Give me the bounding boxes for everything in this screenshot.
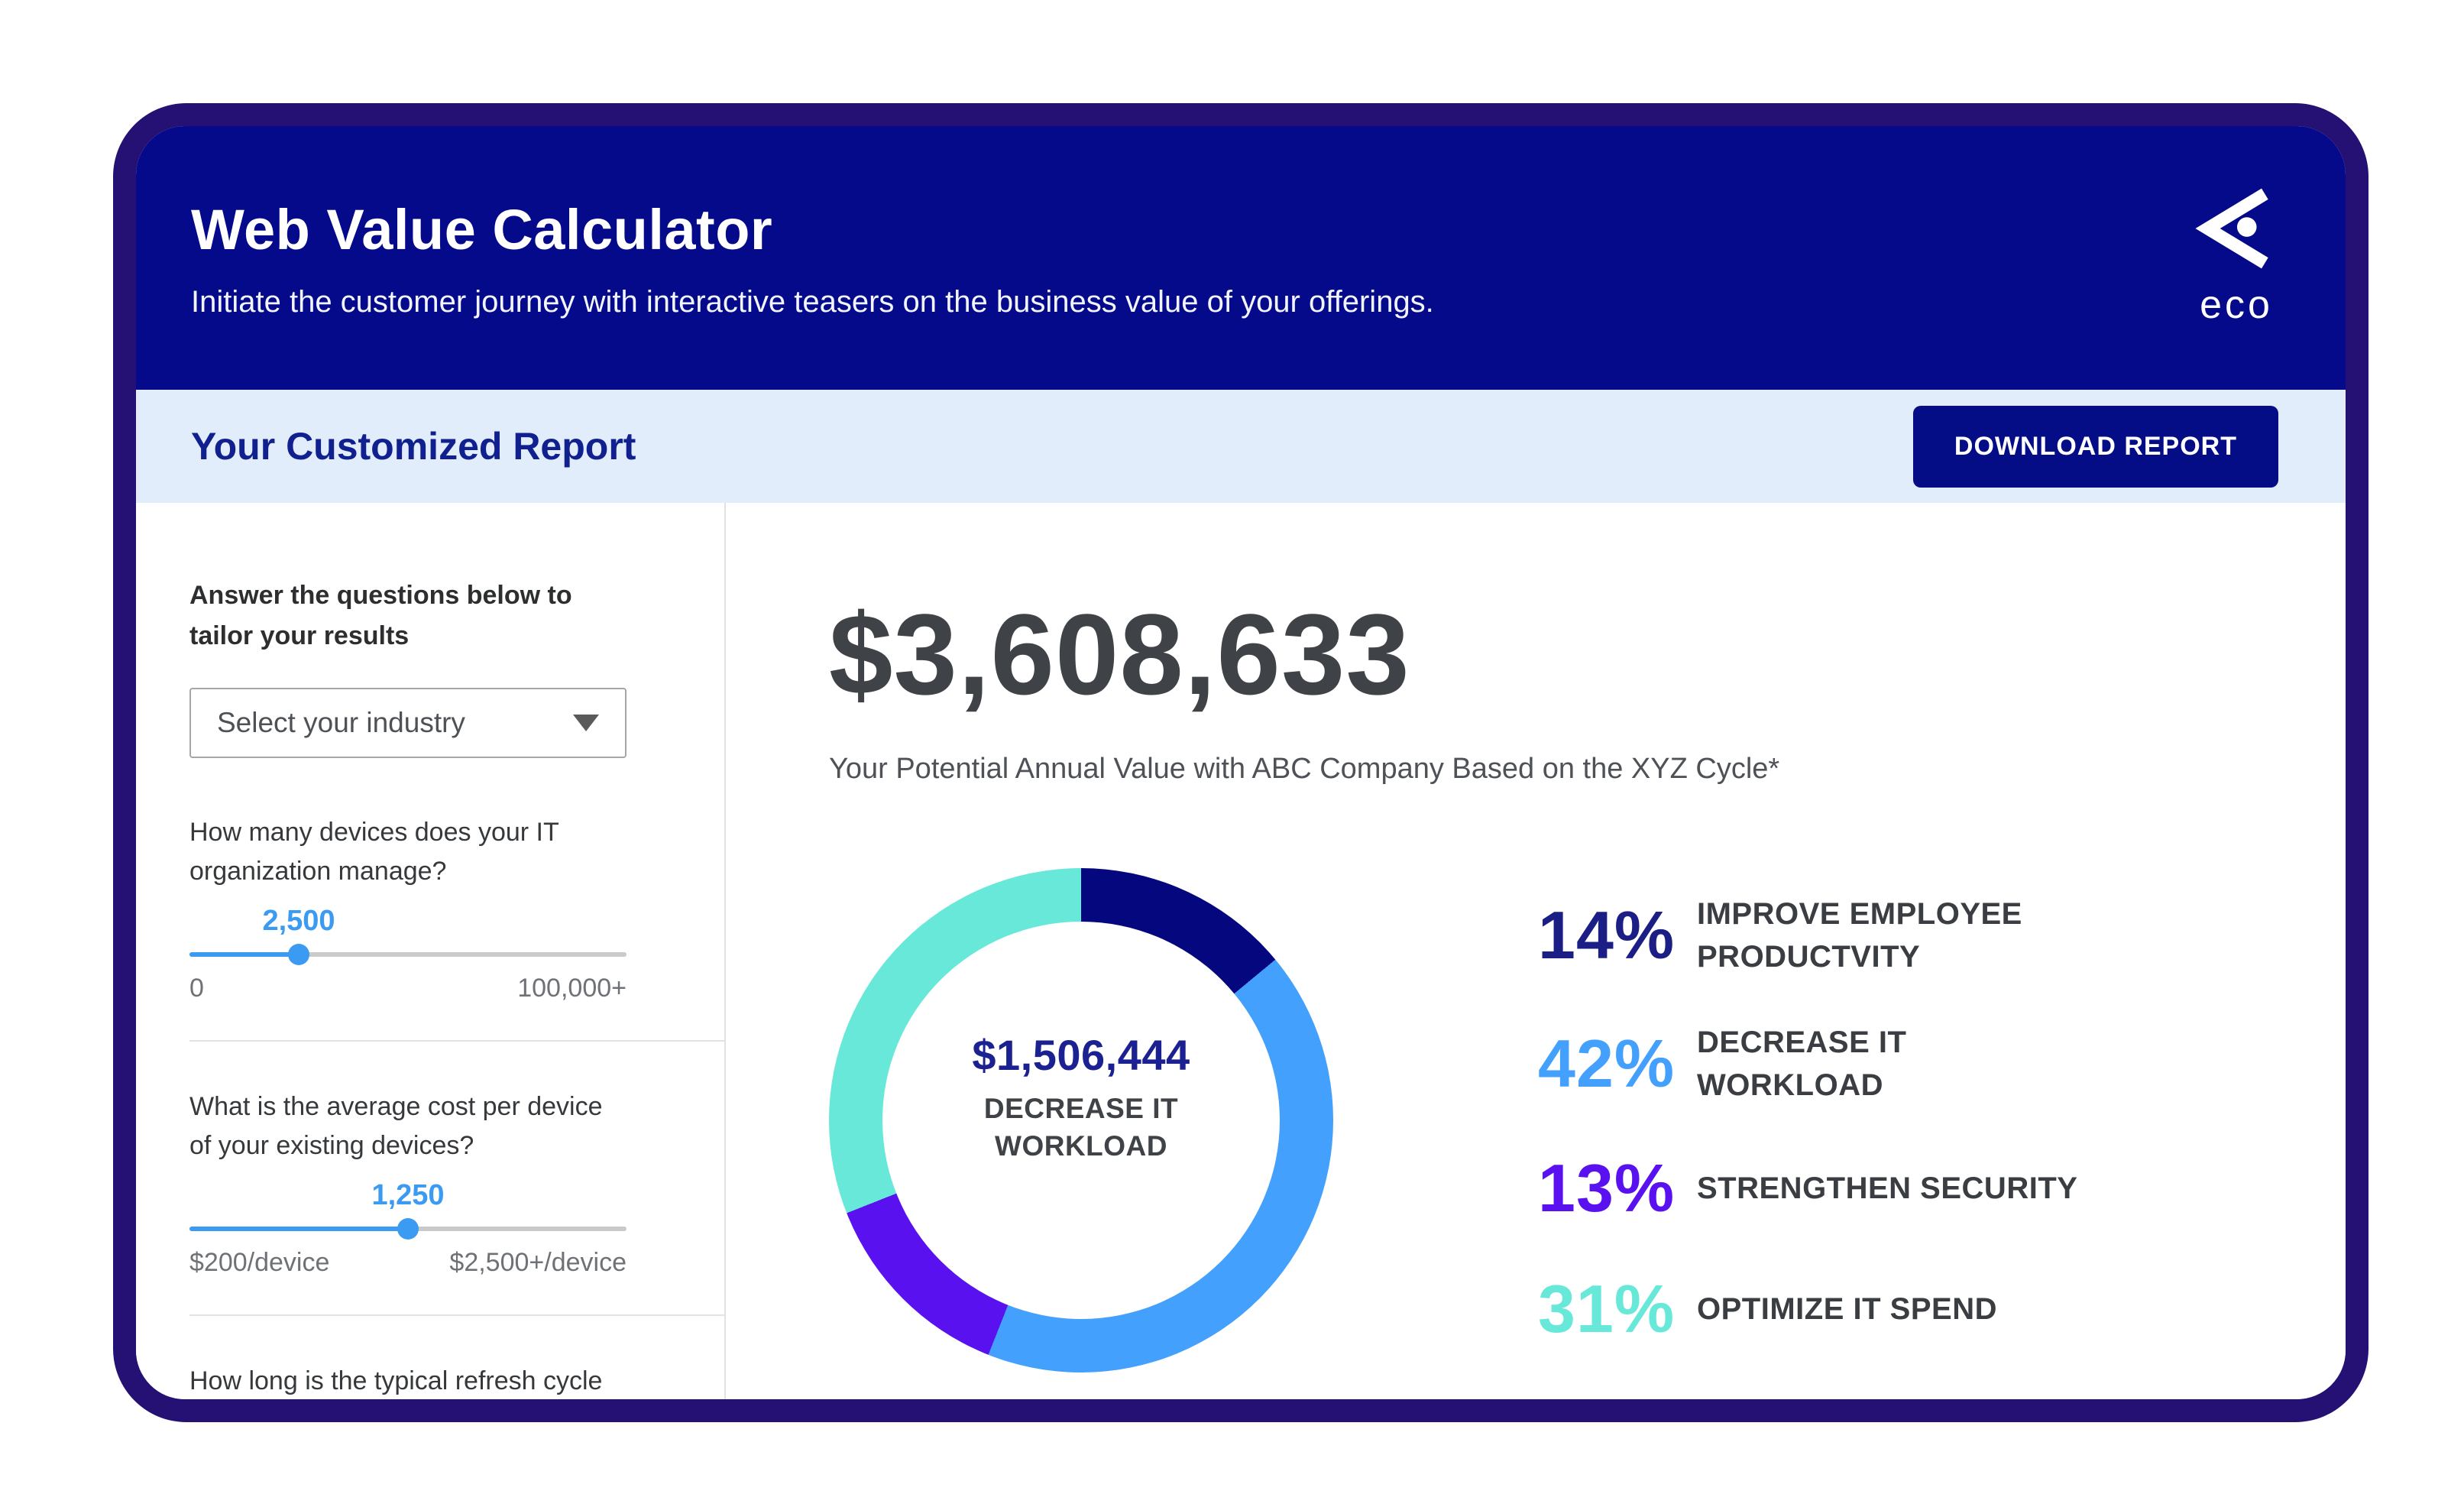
eco-logo: eco — [2191, 183, 2281, 328]
report-bar: Your Customized Report DOWNLOAD REPORT — [136, 390, 2346, 503]
eco-chevron-icon — [2195, 188, 2268, 268]
question-cost-label: What is the average cost per device of y… — [189, 1092, 603, 1161]
page-title: Web Value Calculator — [191, 197, 773, 261]
legend-item: 31% OPTIMIZE IT SPEND — [1538, 1270, 2094, 1348]
donut-center-value: $1,506,444 — [972, 1031, 1190, 1080]
slider-max-label: 100,000+ — [517, 974, 627, 1003]
slider-value: 1,250 — [371, 1179, 445, 1212]
chart-legend: 14% IMPROVE EMPLOYEE PRODUCTVITY 42% DEC… — [1538, 893, 2094, 1348]
app-header: Web Value Calculator Initiate the custom… — [136, 126, 2346, 390]
legend-percent: 13% — [1538, 1150, 1676, 1226]
download-report-button[interactable]: DOWNLOAD REPORT — [1912, 405, 2278, 488]
legend-label: IMPROVE EMPLOYEE PRODUCTVITY — [1697, 897, 2022, 974]
eco-logo-text: eco — [2200, 282, 2273, 327]
question-devices-label: How many devices does your IT organizati… — [189, 818, 559, 886]
slider-fill — [189, 1227, 408, 1232]
question-refresh-label: How long is the typical refresh cycle fo… — [189, 1366, 603, 1396]
slider-track[interactable] — [189, 1218, 627, 1240]
sidebar: Answer the questions below to tailor you… — [136, 503, 726, 1399]
total-annual-value: $3,608,633 — [829, 590, 1410, 718]
page-subtitle: Initiate the customer journey with inter… — [191, 284, 1434, 319]
slider-thumb[interactable] — [397, 1218, 419, 1240]
device-count-slider: 2,500 0 100,000+ — [189, 905, 627, 1003]
device-cost-slider: 1,250 $200/device $2,500+/device — [189, 1179, 627, 1278]
legend-label: OPTIMIZE IT SPEND — [1697, 1292, 1997, 1326]
slider-min-label: $200/device — [189, 1248, 330, 1278]
industry-select[interactable]: Select your industry — [189, 688, 627, 759]
legend-item: 42% DECREASE IT WORKLOAD — [1538, 1021, 2094, 1107]
legend-label: STRENGTHEN SECURITY — [1697, 1172, 2078, 1205]
industry-select-value: Select your industry — [217, 707, 465, 739]
legend-item: 13% STRENGTHEN SECURITY — [1538, 1149, 2094, 1227]
legend-item: 14% IMPROVE EMPLOYEE PRODUCTVITY — [1538, 893, 2094, 978]
report-title: Your Customized Report — [191, 425, 636, 468]
app-card: Web Value Calculator Initiate the custom… — [113, 103, 2368, 1422]
legend-percent: 14% — [1538, 897, 1676, 973]
report-main: $3,608,633 Your Potential Annual Value w… — [726, 503, 2346, 1399]
question-block-cost: What is the average cost per device of y… — [189, 1040, 724, 1314]
question-block-industry: Answer the questions below to tailor you… — [189, 503, 724, 1040]
chevron-down-icon — [573, 715, 599, 732]
slider-min-label: 0 — [189, 974, 204, 1003]
sidebar-intro: Answer the questions below to tailor you… — [189, 581, 572, 650]
donut-chart: $1,506,444 DECREASE IT WORKLOAD — [829, 868, 1333, 1373]
donut-center: $1,506,444 DECREASE IT WORKLOAD — [882, 922, 1280, 1319]
slider-max-label: $2,500+/device — [449, 1248, 627, 1278]
legend-percent: 42% — [1538, 1026, 1676, 1101]
slider-track[interactable] — [189, 944, 627, 966]
legend-label: DECREASE IT WORKLOAD — [1697, 1026, 1907, 1102]
legend-percent: 31% — [1538, 1271, 1676, 1347]
donut-center-label: DECREASE IT WORKLOAD — [983, 1093, 1179, 1162]
slider-value: 2,500 — [262, 905, 335, 938]
question-block-refresh: How long is the typical refresh cycle fo… — [189, 1314, 724, 1399]
total-annual-caption: Your Potential Annual Value with ABC Com… — [829, 753, 1780, 785]
slider-fill — [189, 952, 299, 958]
slider-thumb[interactable] — [288, 944, 309, 966]
